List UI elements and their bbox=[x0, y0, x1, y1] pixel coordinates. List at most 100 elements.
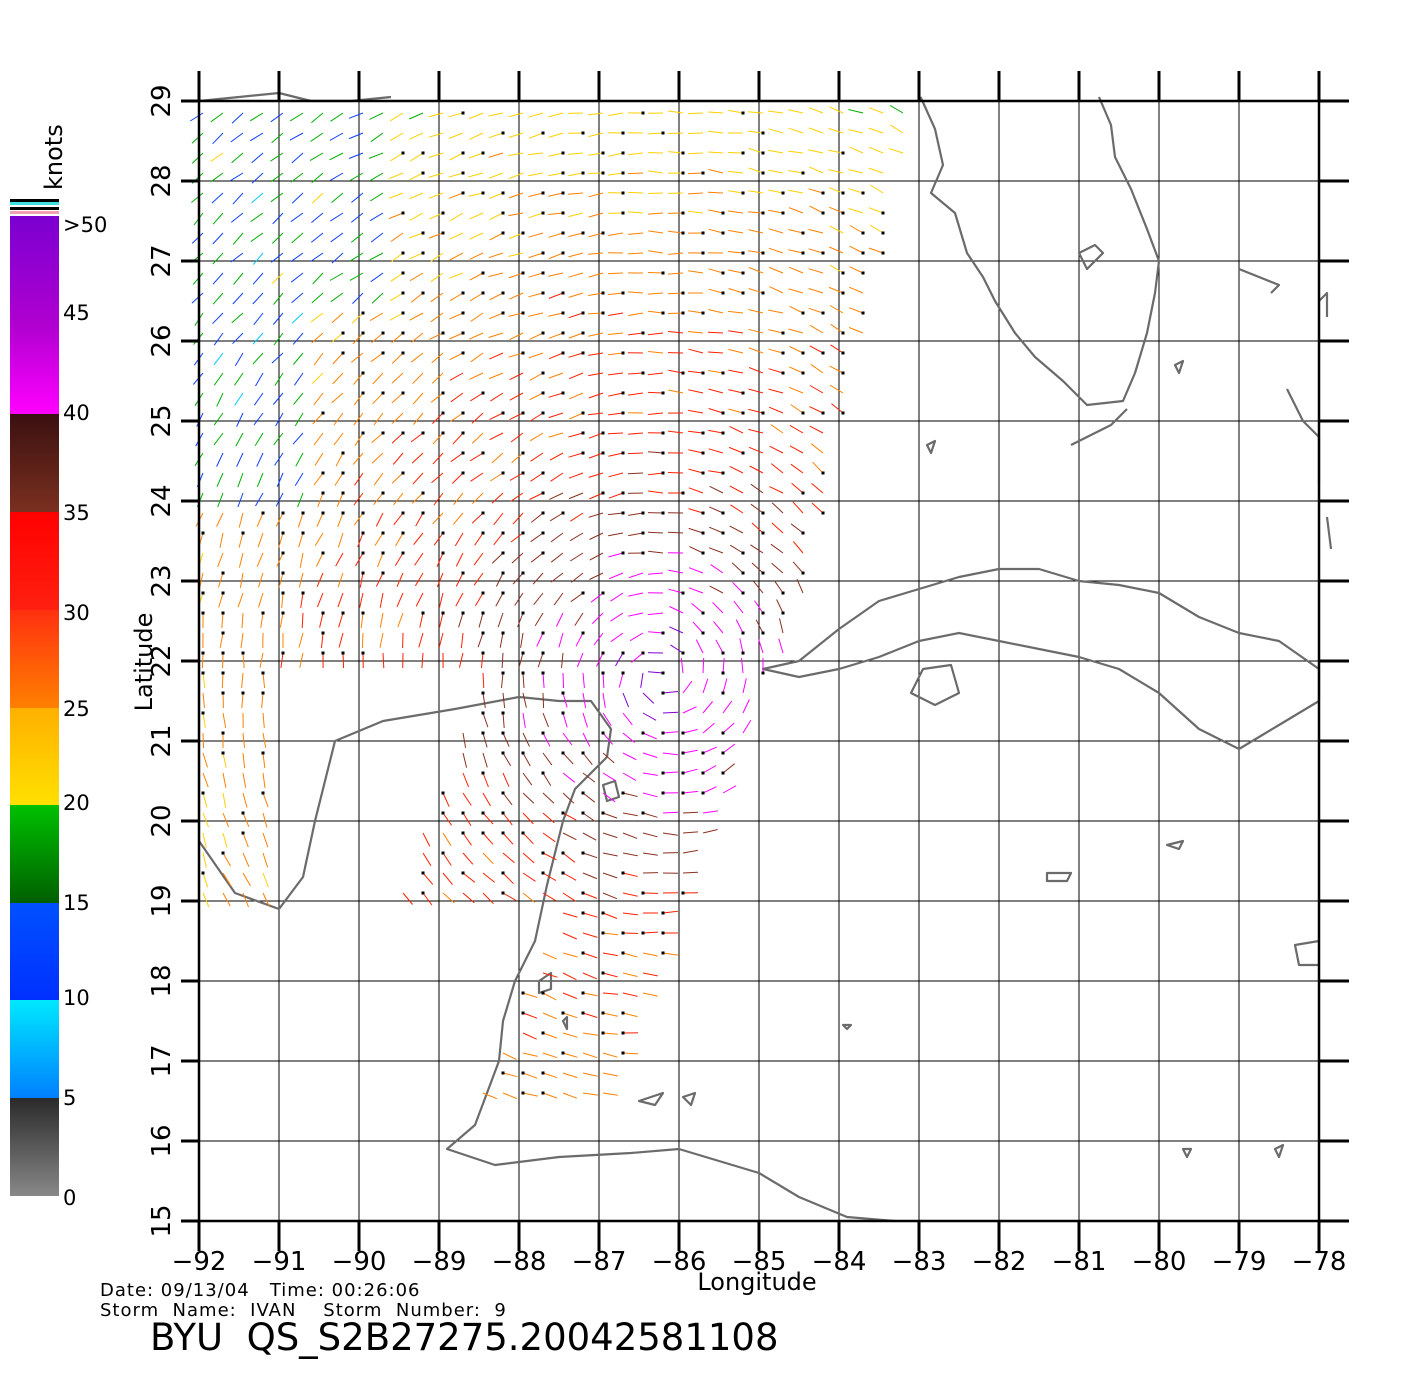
rain-flag bbox=[361, 611, 365, 615]
wind-barb bbox=[848, 327, 864, 334]
colorbar-segment bbox=[10, 512, 59, 610]
rain-flag bbox=[661, 951, 665, 955]
rain-flag bbox=[541, 731, 545, 735]
rain-flag bbox=[701, 171, 705, 175]
rain-flag bbox=[601, 911, 605, 915]
rain-flag bbox=[741, 571, 745, 575]
wind-barb bbox=[528, 152, 544, 156]
wind-barb bbox=[890, 124, 904, 134]
wind-barb bbox=[293, 352, 304, 365]
rain-flag bbox=[541, 871, 545, 875]
rain-flag bbox=[761, 291, 765, 295]
wind-barb bbox=[474, 532, 484, 546]
rain-flag bbox=[701, 551, 705, 555]
rain-flag bbox=[561, 171, 565, 175]
wind-barb bbox=[730, 504, 744, 514]
wind-barb bbox=[410, 352, 424, 363]
wind-barb bbox=[431, 372, 444, 384]
rain-flag bbox=[781, 331, 785, 335]
rain-flag bbox=[601, 731, 605, 735]
wind-barb bbox=[353, 492, 364, 506]
wind-barb bbox=[553, 592, 564, 606]
rain-flag bbox=[601, 931, 605, 935]
rain-flag bbox=[761, 411, 765, 415]
wind-barb bbox=[548, 412, 564, 419]
wind-barb bbox=[409, 252, 424, 260]
wind-barb bbox=[210, 112, 224, 123]
wind-barb bbox=[789, 266, 804, 274]
wind-barb bbox=[668, 252, 684, 255]
wind-barb bbox=[332, 352, 344, 365]
wind-barb bbox=[249, 132, 264, 142]
rain-flag bbox=[461, 171, 465, 175]
wind-barb bbox=[315, 552, 324, 567]
colorbar-label: 0 bbox=[63, 1186, 76, 1210]
wind-barb bbox=[462, 832, 472, 846]
wind-barb bbox=[548, 272, 564, 277]
rain-flag bbox=[521, 451, 525, 455]
wind-barb bbox=[297, 492, 304, 508]
rain-flag bbox=[581, 331, 585, 335]
wind-barb bbox=[482, 1092, 498, 1100]
rain-flag bbox=[821, 351, 825, 355]
wind-barb bbox=[602, 1052, 618, 1058]
wind-barb bbox=[582, 692, 587, 708]
wind-barb bbox=[311, 192, 324, 204]
wind-barb bbox=[409, 132, 424, 140]
rain-flag bbox=[541, 291, 545, 295]
wind-barb bbox=[502, 812, 513, 826]
rain-flag bbox=[681, 151, 685, 155]
rain-flag bbox=[481, 611, 485, 615]
wind-barb bbox=[642, 832, 658, 838]
wind-barb bbox=[202, 812, 209, 828]
wind-barb bbox=[349, 272, 364, 281]
wind-barb bbox=[647, 212, 664, 215]
rain-flag bbox=[501, 811, 505, 815]
wind-barb bbox=[568, 372, 584, 380]
rain-flag bbox=[441, 611, 445, 615]
wind-barb bbox=[396, 572, 404, 587]
wind-barb bbox=[337, 532, 344, 548]
wind-barb bbox=[413, 412, 424, 425]
wind-barb bbox=[262, 872, 269, 888]
wind-barb bbox=[202, 832, 207, 848]
wind-barb bbox=[542, 952, 557, 960]
rain-flag bbox=[741, 191, 745, 195]
wind-barb bbox=[402, 892, 413, 905]
wind-barb bbox=[722, 785, 737, 794]
wind-barb bbox=[728, 369, 744, 374]
wind-barb bbox=[508, 212, 524, 217]
wind-barb bbox=[256, 472, 264, 488]
rain-flag bbox=[301, 591, 305, 595]
rain-flag bbox=[661, 931, 665, 935]
wind-barb bbox=[702, 657, 705, 674]
rain-flag bbox=[641, 331, 645, 335]
wind-barb bbox=[691, 603, 704, 614]
wind-barb bbox=[270, 252, 284, 263]
wind-barb bbox=[682, 849, 698, 854]
wind-barbs bbox=[190, 104, 904, 1100]
lat-tick-label: 24 bbox=[147, 484, 177, 517]
rain-flag bbox=[601, 171, 605, 175]
rain-flag bbox=[281, 511, 285, 515]
wind-barb bbox=[647, 132, 664, 135]
wind-barb bbox=[508, 312, 524, 317]
colorbar-band bbox=[10, 211, 59, 214]
rain-flag bbox=[401, 211, 405, 215]
wind-barb bbox=[211, 192, 224, 204]
wind-barb bbox=[789, 424, 804, 434]
wind-barb bbox=[567, 192, 584, 195]
wind-barb bbox=[528, 212, 544, 219]
wind-barb bbox=[271, 272, 284, 284]
rain-flag bbox=[261, 611, 265, 615]
wind-barb bbox=[439, 612, 444, 628]
rain-flag bbox=[361, 551, 365, 555]
wind-barb bbox=[628, 312, 644, 316]
wind-barb bbox=[482, 732, 488, 748]
wind-barb bbox=[508, 172, 524, 180]
rain-flag bbox=[621, 291, 625, 295]
wind-barb bbox=[695, 639, 704, 654]
wind-barb bbox=[438, 632, 444, 648]
wind-barb bbox=[409, 112, 424, 120]
wind-barb bbox=[562, 1052, 578, 1058]
